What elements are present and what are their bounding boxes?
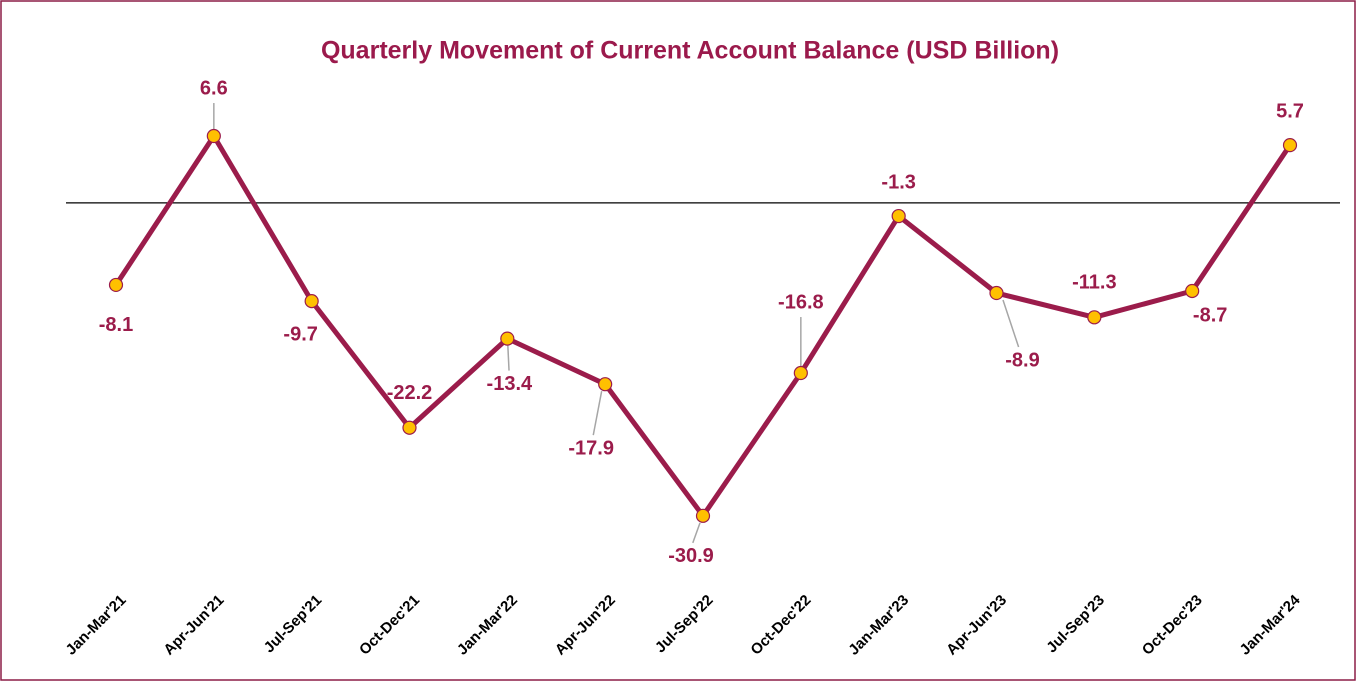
data-label: 5.7 — [1276, 100, 1304, 122]
marker — [989, 285, 1004, 301]
leader-line — [592, 391, 603, 436]
data-label: -1.3 — [881, 171, 915, 193]
leader-line — [507, 345, 510, 371]
marker — [108, 277, 124, 293]
data-label: -30.9 — [668, 545, 714, 567]
marker — [1185, 283, 1200, 299]
marker — [598, 377, 613, 392]
data-label: -11.3 — [1072, 272, 1116, 294]
data-label: -8.7 — [1193, 304, 1227, 326]
leader-line — [692, 522, 701, 544]
x-tick-label: Apr-Jun'22 — [552, 592, 619, 659]
data-label: -9.7 — [283, 323, 317, 345]
x-tick-label: Jan-Mar'23 — [845, 592, 912, 659]
marker — [402, 420, 417, 435]
data-label: -13.4 — [487, 373, 533, 395]
data-label: -17.9 — [568, 437, 614, 459]
x-tick-label: Jul-Sep'22 — [652, 592, 717, 657]
x-tick-label: Jan-Mar'22 — [454, 592, 521, 659]
marker — [891, 208, 906, 224]
leader-line — [1002, 299, 1020, 348]
marker — [1282, 138, 1298, 153]
x-tick-label: Apr-Jun'23 — [943, 592, 1010, 659]
data-label: -8.1 — [99, 314, 133, 336]
marker — [695, 508, 711, 523]
marker — [304, 294, 319, 309]
data-label: 6.6 — [200, 77, 228, 99]
x-tick-label: Jan-Mar'24 — [1237, 591, 1304, 658]
x-tick-label: Jul-Sep'23 — [1043, 592, 1108, 657]
data-label: -8.9 — [1005, 349, 1039, 371]
chart-title: Quarterly Movement of Current Account Ba… — [321, 37, 1059, 65]
marker — [206, 128, 221, 144]
x-tick-label: Oct-Dec'21 — [356, 592, 423, 659]
x-tick-label: Jul-Sep'21 — [261, 592, 326, 657]
marker — [793, 365, 808, 381]
x-tick-label: Apr-Jun'21 — [160, 592, 227, 659]
x-tick-label: Oct-Dec'22 — [747, 592, 814, 659]
x-tick-label: Oct-Dec'23 — [1139, 592, 1206, 659]
marker — [500, 331, 515, 346]
data-label: -16.8 — [778, 291, 824, 313]
x-tick-label: Jan-Mar'21 — [63, 592, 130, 659]
marker — [1087, 310, 1102, 325]
data-label: -22.2 — [387, 382, 433, 404]
